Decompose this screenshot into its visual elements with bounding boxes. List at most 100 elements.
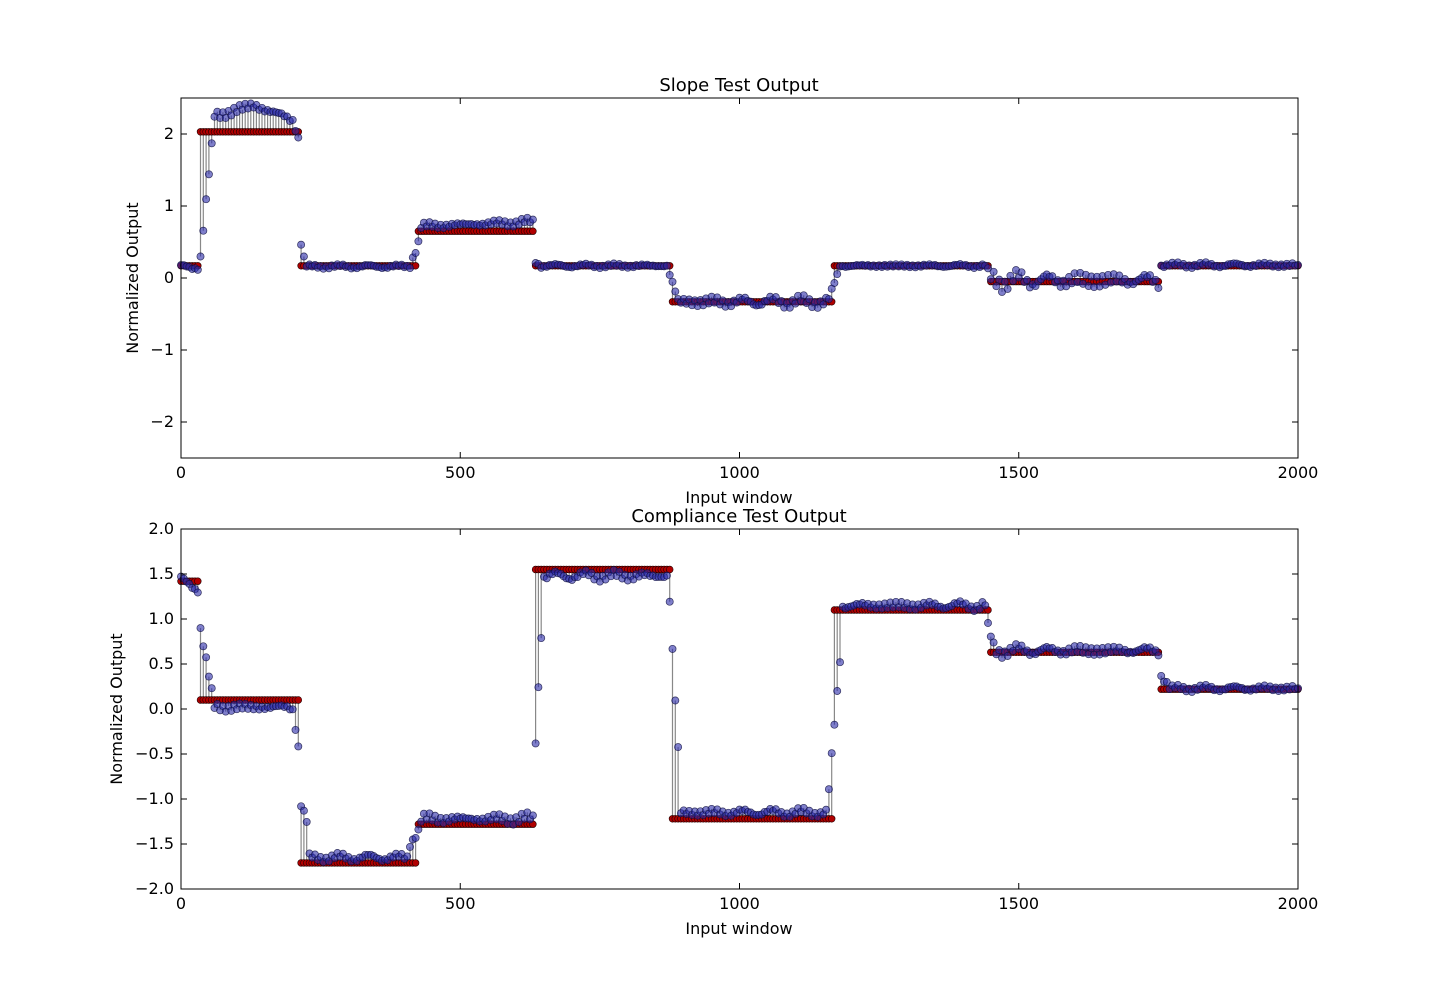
actual-point bbox=[406, 264, 414, 273]
actual-point bbox=[989, 638, 998, 647]
actual-point bbox=[302, 817, 311, 826]
actual-point bbox=[830, 720, 839, 729]
actual-point bbox=[288, 705, 297, 714]
actual-point bbox=[291, 126, 300, 135]
actual-point bbox=[674, 743, 683, 752]
y-tick-label: 1 bbox=[164, 196, 174, 215]
actual-point bbox=[207, 684, 216, 693]
actual-point bbox=[671, 287, 680, 296]
actual-point bbox=[196, 252, 205, 261]
actual-point bbox=[1023, 276, 1032, 284]
x-tick-label: 2000 bbox=[1278, 894, 1319, 913]
actual-point bbox=[531, 739, 540, 748]
y-tick-label: 2.0 bbox=[149, 519, 174, 538]
plot-marks bbox=[177, 99, 1302, 312]
expected-point bbox=[529, 227, 537, 235]
actual-point bbox=[406, 842, 414, 851]
actual-point bbox=[975, 605, 984, 613]
x-tick-label: 500 bbox=[445, 894, 476, 913]
actual-point bbox=[403, 852, 412, 861]
actual-point bbox=[662, 261, 671, 270]
axis-ticks: 0 500 1000 1500 2000 −2 −1 0 1 2 bbox=[150, 98, 1318, 482]
actual-point bbox=[833, 687, 842, 695]
actual-point bbox=[662, 571, 671, 580]
y-tick-label: 1.5 bbox=[149, 564, 174, 583]
actual-point bbox=[202, 653, 211, 662]
plot-marks bbox=[177, 565, 1302, 867]
actual-point bbox=[411, 249, 420, 257]
y-tick-label: −0.5 bbox=[135, 744, 174, 763]
actual-point bbox=[528, 215, 537, 224]
x-tick-label: 0 bbox=[176, 463, 186, 482]
y-tick-label: −2 bbox=[150, 412, 174, 431]
actual-point bbox=[833, 270, 842, 279]
x-tick-label: 0 bbox=[176, 894, 186, 913]
actual-point bbox=[668, 644, 677, 653]
x-tick-label: 1000 bbox=[719, 463, 760, 482]
actual-point bbox=[1017, 268, 1026, 277]
actual-point bbox=[204, 170, 213, 179]
actual-point bbox=[668, 277, 677, 286]
actual-point bbox=[1003, 284, 1012, 293]
actual-point bbox=[1154, 651, 1163, 660]
actual-point bbox=[822, 805, 831, 814]
y-tick-label: 0 bbox=[164, 268, 174, 287]
actual-point bbox=[671, 696, 680, 705]
actual-point bbox=[824, 785, 833, 794]
y-tick-label: −2.0 bbox=[135, 879, 174, 898]
actual-point bbox=[799, 291, 808, 300]
actual-point bbox=[299, 806, 308, 815]
expected-point bbox=[411, 859, 420, 867]
actual-point bbox=[193, 265, 202, 274]
actual-point bbox=[665, 597, 674, 606]
expected-point bbox=[194, 577, 202, 585]
actual-point bbox=[411, 833, 420, 842]
expected-point bbox=[827, 815, 836, 823]
actual-point bbox=[414, 825, 423, 834]
actual-point bbox=[1003, 652, 1012, 660]
actual-point bbox=[1151, 275, 1160, 284]
x-tick-label: 1500 bbox=[998, 894, 1039, 913]
actual-point bbox=[984, 264, 992, 273]
actual-point bbox=[785, 303, 794, 312]
actual-point bbox=[984, 619, 992, 627]
x-tick-label: 1500 bbox=[998, 463, 1039, 482]
plot-frame bbox=[180, 528, 1299, 890]
x-axis-label: Input window bbox=[685, 919, 792, 938]
actual-point bbox=[294, 742, 303, 751]
actual-point bbox=[193, 588, 202, 597]
slope-test-panel: Slope Test Output 0 500 1000 1500 2000 −2 −1 0 1… bbox=[123, 75, 1318, 507]
actual-point bbox=[202, 195, 211, 204]
x-tick-label: 500 bbox=[445, 463, 476, 482]
actual-point bbox=[204, 672, 213, 681]
actual-point bbox=[537, 634, 546, 643]
y-tick-label: 2 bbox=[164, 124, 174, 143]
actual-point bbox=[196, 624, 205, 633]
actual-point bbox=[819, 300, 828, 309]
actual-point bbox=[414, 237, 423, 246]
y-tick-label: 0.5 bbox=[149, 654, 174, 673]
chart-title: Slope Test Output bbox=[659, 75, 818, 96]
actual-point bbox=[824, 295, 833, 304]
actual-point bbox=[288, 115, 297, 124]
actual-point bbox=[830, 279, 839, 287]
actual-point bbox=[1000, 277, 1009, 286]
axis-ticks: 0 500 1000 1500 2000 −2.0 −1.5 −1.0 −0.5 0.0 0.5 1.… bbox=[135, 519, 1318, 913]
x-axis-label: Input window bbox=[685, 488, 792, 507]
actual-point bbox=[199, 226, 208, 235]
actual-point bbox=[528, 811, 537, 820]
actual-point bbox=[207, 139, 216, 148]
actual-point bbox=[294, 133, 303, 142]
actual-point bbox=[981, 601, 990, 610]
y-tick-label: −1 bbox=[150, 340, 174, 359]
actual-point bbox=[836, 658, 844, 667]
compliance-test-panel: Compliance Test Output 0 500 1000 1500 2000 −… bbox=[107, 506, 1318, 938]
actual-point bbox=[665, 270, 674, 279]
actual-point bbox=[1154, 284, 1163, 292]
actual-point bbox=[1115, 271, 1124, 280]
y-axis-label: Normalized Output bbox=[123, 202, 142, 353]
actual-point bbox=[1146, 271, 1154, 280]
y-tick-label: −1.0 bbox=[135, 789, 174, 808]
y-tick-label: 0.0 bbox=[149, 699, 174, 718]
